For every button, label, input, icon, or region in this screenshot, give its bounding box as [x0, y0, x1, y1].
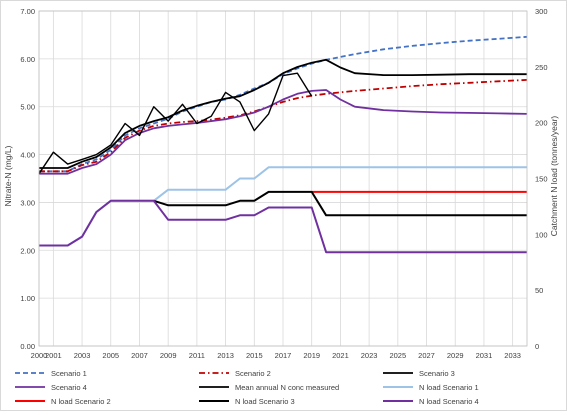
- y-tick-label: 2.00: [20, 246, 35, 255]
- legend-label: N load Scenario 4: [419, 397, 479, 406]
- x-tick-label: 2023: [361, 351, 378, 360]
- series-line-scenario-4: [39, 89, 528, 175]
- y-tick-label: 1.00: [20, 294, 35, 303]
- y-tick-label: 5.00: [20, 103, 35, 112]
- legend-label: Scenario 1: [51, 369, 87, 378]
- x-tick-label: 2015: [246, 351, 263, 360]
- legend-label: N load Scenario 2: [51, 397, 111, 406]
- y-tick-label: 7.00: [20, 7, 35, 16]
- series-line-mean-annual-n-conc-measured: [38, 72, 313, 175]
- y2-tick-label: 50: [535, 286, 543, 295]
- y-tick-label: 3.00: [20, 198, 35, 207]
- x-tick-label: 2011: [189, 351, 205, 360]
- legend-label: N load Scenario 1: [419, 383, 479, 392]
- y2-tick-label: 250: [535, 63, 548, 72]
- legend-label: Scenario 4: [51, 383, 87, 392]
- legend-label: Scenario 2: [235, 369, 271, 378]
- y2-tick-label: 200: [535, 119, 548, 128]
- y-axis-title: Nitrate-N (mg/L): [3, 145, 13, 206]
- y-tick-label: 0.00: [20, 342, 35, 351]
- series-lines: [38, 35, 528, 254]
- y2-tick-label: 100: [535, 230, 548, 239]
- y2-axis-title: Catchment N load (tonnes/year): [549, 116, 559, 237]
- axes: 0.001.002.003.004.005.006.007.0020002001…: [20, 7, 547, 360]
- legend-label: Scenario 3: [419, 369, 455, 378]
- x-tick-label: 2027: [418, 351, 435, 360]
- x-tick-label: 2019: [303, 351, 320, 360]
- x-tick-label: 2013: [217, 351, 234, 360]
- legend: Scenario 1 Scenario 2 Scenario 3 Scenario 4…: [15, 369, 479, 406]
- x-tick-label: 2005: [102, 351, 119, 360]
- x-tick-label: 2033: [504, 351, 521, 360]
- x-tick-label: 2021: [332, 351, 349, 360]
- series-line-scenario-3: [39, 58, 527, 169]
- x-tick-label: 2001: [45, 351, 62, 360]
- series-line-n-load-scenario-3: [153, 190, 527, 217]
- x-tick-label: 2029: [447, 351, 464, 360]
- x-tick-label: 2007: [131, 351, 148, 360]
- x-tick-label: 2000: [31, 351, 48, 360]
- x-tick-label: 2025: [389, 351, 406, 360]
- gridlines: [38, 10, 527, 347]
- x-tick-label: 2031: [476, 351, 493, 360]
- legend-label: Mean annual N conc measured: [235, 383, 339, 392]
- y2-tick-label: 0: [535, 342, 539, 351]
- legend-label: N load Scenario 3: [235, 397, 295, 406]
- y2-tick-label: 300: [535, 7, 548, 16]
- series-line-scenario-2: [39, 79, 528, 173]
- series-line-n-load-scenario-4: [39, 199, 527, 254]
- y-tick-label: 4.00: [20, 151, 35, 160]
- x-tick-label: 2003: [74, 351, 91, 360]
- y-tick-label: 6.00: [20, 55, 35, 64]
- x-tick-label: 2017: [275, 351, 292, 360]
- x-tick-label: 2009: [160, 351, 177, 360]
- plot-border: [38, 10, 528, 347]
- y2-tick-label: 150: [535, 175, 548, 184]
